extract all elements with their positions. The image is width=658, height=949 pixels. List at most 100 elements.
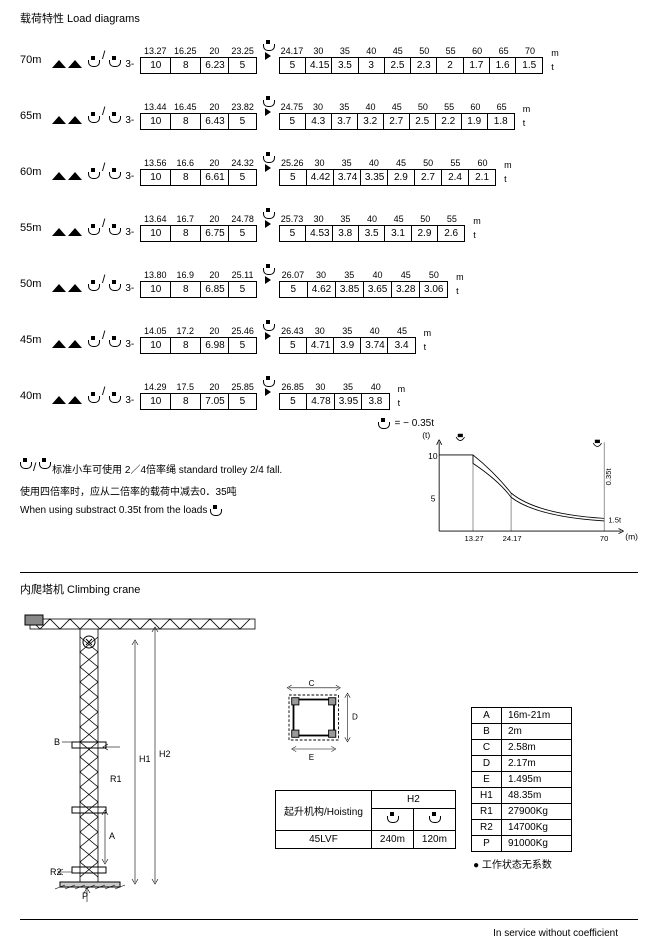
radii-row: 24.17303540455055606570 xyxy=(279,46,543,57)
load-segment-2: 24.753035404550556065 54.33.73.22.72.52.… xyxy=(279,102,515,130)
arrow-icon xyxy=(263,40,273,74)
loads-row: 1086.615 xyxy=(140,169,256,186)
hook-icon xyxy=(20,458,30,470)
hook-icon xyxy=(109,168,119,180)
loads-row: 1086.235 xyxy=(140,57,256,74)
svg-text:B: B xyxy=(54,737,60,747)
hook-icon xyxy=(88,112,98,124)
svg-text:5: 5 xyxy=(431,493,436,503)
dim-key: B xyxy=(471,724,501,740)
trolley-icons xyxy=(52,340,82,354)
hook-icon xyxy=(88,336,98,348)
crane-drawing: H1 H2 B R1 A R2 P xyxy=(20,607,260,907)
hook-icon xyxy=(378,418,388,430)
hook-icon xyxy=(88,280,98,292)
load-segment-1: 13.6416.72024.78 1086.755 xyxy=(140,214,256,242)
load-segment-2: 25.73303540455055 54.533.83.53.12.92.6 xyxy=(279,214,465,242)
trolley-icons xyxy=(52,284,82,298)
load-segment-1: 13.2716.252023.25 1086.235 xyxy=(140,46,256,74)
dim-key: R2 xyxy=(471,820,501,836)
hook-icons: / xyxy=(88,48,119,74)
svg-text:R1: R1 xyxy=(110,774,122,784)
dim-val: 91000Kg xyxy=(501,836,571,852)
unit-labels: mt xyxy=(502,158,512,186)
radii-row: 26.85303540 xyxy=(279,382,390,393)
load-segment-1: 13.4416.452023.82 1086.435 xyxy=(140,102,256,130)
dim-key: A xyxy=(471,708,501,724)
hook-icon xyxy=(109,280,119,292)
jib-length: 60m xyxy=(20,166,46,186)
svg-text:C: C xyxy=(309,679,315,688)
hook-icon xyxy=(263,208,273,220)
hoisting-table: 起升机构/Hoisting H2 45LVF 240m 120m xyxy=(275,790,456,849)
dim-row: C2.58m xyxy=(471,740,571,756)
dim-val: 2.58m xyxy=(501,740,571,756)
loads-row: 54.533.83.53.12.92.6 xyxy=(279,225,465,242)
load-segment-1: 13.8016.92025.11 1086.855 xyxy=(140,270,256,298)
loads-row: 54.623.853.653.283.06 xyxy=(279,281,448,298)
hoist-model: 45LVF xyxy=(276,831,372,849)
dim-key: D xyxy=(471,756,501,772)
load-segment-2: 26.4330354045 54.713.93.743.4 xyxy=(279,326,416,354)
radii-row: 25.73303540455055 xyxy=(279,214,465,225)
arrow-icon xyxy=(263,96,273,130)
radii-row: 24.753035404550556065 xyxy=(279,102,515,113)
dim-row: P91000Kg xyxy=(471,836,571,852)
svg-text:H1: H1 xyxy=(139,754,151,764)
dim-key: H1 xyxy=(471,788,501,804)
unit-labels: mt xyxy=(454,270,464,298)
hook-icons: / xyxy=(88,216,119,242)
unit-labels: mt xyxy=(521,102,531,130)
load-row: 60m / 3- 13.5616.62024.32 1086.615 25.26… xyxy=(20,148,638,186)
hook-icon xyxy=(109,112,119,124)
svg-text:24.17: 24.17 xyxy=(503,534,522,543)
hook-icon xyxy=(88,392,98,404)
dim-row: H148.35m xyxy=(471,788,571,804)
hook-icon xyxy=(109,392,119,404)
load-row: 70m / 3- 13.2716.252023.25 1086.235 24.1… xyxy=(20,36,638,74)
dim-val: 27900Kg xyxy=(501,804,571,820)
load-row: 65m / 3- 13.4416.452023.82 1086.435 24.7… xyxy=(20,92,638,130)
svg-text:(t): (t) xyxy=(422,430,430,440)
svg-text:(m): (m) xyxy=(625,532,638,542)
hoist-header: H2 xyxy=(371,791,455,809)
hook-icon xyxy=(88,56,98,68)
hoist-row-label: 起升机构/Hoisting xyxy=(276,791,372,831)
hook-icon xyxy=(263,96,273,108)
svg-text:E: E xyxy=(309,753,315,762)
load-segment-2: 26.073035404550 54.623.853.653.283.06 xyxy=(279,270,448,298)
svg-text:H2: H2 xyxy=(159,749,171,759)
svg-text:10: 10 xyxy=(428,451,438,461)
section-title: 内爬塔机 Climbing crane xyxy=(20,581,638,597)
load-segment-1: 13.5616.62024.32 1086.615 xyxy=(140,158,256,186)
load-segment-2: 26.85303540 54.783.953.8 xyxy=(279,382,390,410)
arrow-icon xyxy=(263,208,273,242)
radii-row: 14.2917.52025.85 xyxy=(140,382,256,393)
load-segment-2: 24.17303540455055606570 54.153.532.52.32… xyxy=(279,46,543,74)
footnote: In service without coefficient xyxy=(20,928,638,939)
arrow-icon xyxy=(263,152,273,186)
svg-text:1.5t: 1.5t xyxy=(608,516,622,525)
dim-row: R214700Kg xyxy=(471,820,571,836)
hoist-value: 240m xyxy=(371,831,413,849)
note-line: 标准小车可使用 2／4倍率绳 standard trolley 2/4 fall… xyxy=(52,465,282,476)
hook-icons: / xyxy=(88,328,119,354)
hook-icon xyxy=(263,264,273,276)
unit-labels: mt xyxy=(549,46,559,74)
arrow-icon xyxy=(263,320,273,354)
dim-val: 1.495m xyxy=(501,772,571,788)
load-segment-prefix: 3- xyxy=(125,395,134,410)
load-segment-prefix: 3- xyxy=(125,227,134,242)
section-divider xyxy=(20,572,638,573)
jib-length: 45m xyxy=(20,334,46,354)
hook-icon xyxy=(39,458,49,470)
hook-icons: / xyxy=(88,160,119,186)
trolley-icons xyxy=(52,60,82,74)
hook-icon xyxy=(109,56,119,68)
radii-row: 13.5616.62024.32 xyxy=(140,158,256,169)
radii-row: 13.8016.92025.11 xyxy=(140,270,256,281)
hook-icon xyxy=(263,152,273,164)
hoist-icon-cell xyxy=(371,809,413,831)
trolley-icons xyxy=(52,172,82,186)
dim-key: R1 xyxy=(471,804,501,820)
